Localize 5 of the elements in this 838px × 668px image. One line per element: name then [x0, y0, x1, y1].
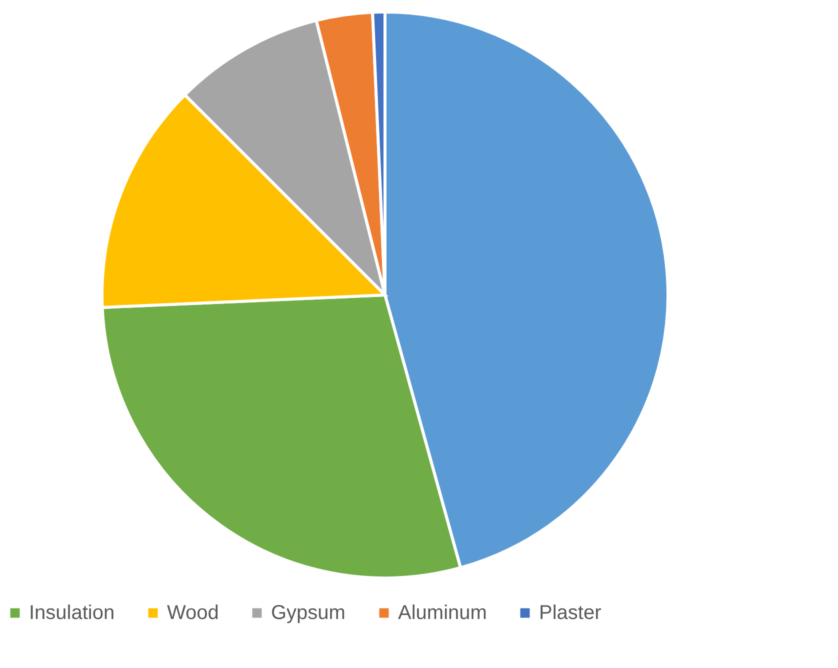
legend-label: Aluminum — [398, 602, 487, 624]
legend-label: Plaster — [539, 602, 602, 624]
legend-label: Gypsum — [271, 602, 346, 624]
legend-label: Insulation — [29, 602, 115, 624]
legend-label: Wood — [167, 602, 219, 624]
